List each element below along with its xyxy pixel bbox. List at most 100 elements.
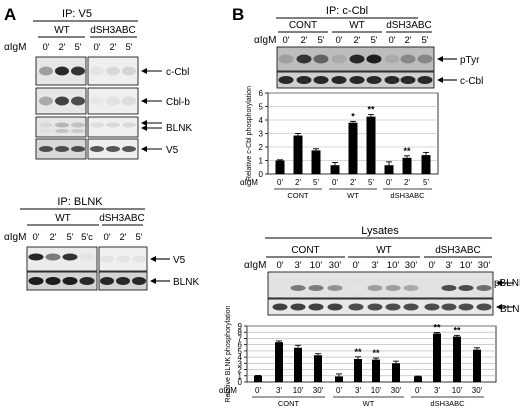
- chart-bar: [402, 157, 412, 174]
- blot-band: [385, 303, 401, 311]
- chart-bar: [294, 347, 302, 382]
- blot-band: [290, 285, 306, 291]
- blot-label: V5: [173, 255, 186, 266]
- x-tick-label: 10': [293, 386, 304, 395]
- lysates-time-label: 3': [294, 260, 301, 271]
- ip-v5-time-label: 0': [42, 42, 49, 53]
- lysates-groups: CONT WT dSH3ABC: [266, 245, 492, 258]
- chart-bar: [414, 376, 422, 382]
- x-tick-label: 5': [368, 178, 374, 187]
- ip-ccbl-blots: pTyr c-Cbl: [276, 46, 483, 89]
- y-axis-label: Relative c-Cbl phosphorylation: [246, 86, 253, 181]
- blot-band: [308, 285, 324, 291]
- y-tick-label: 5: [238, 347, 243, 356]
- ip-blnk-time-label: 5': [135, 232, 142, 243]
- blot-band: [417, 76, 433, 84]
- ip-ccbl-time-label: 5': [421, 35, 428, 46]
- blot-band: [331, 54, 347, 64]
- blot-band: [349, 54, 365, 64]
- blot-band: [90, 146, 104, 152]
- chart-bar: [330, 165, 340, 174]
- ip-blnk-group-wt: WT: [55, 213, 71, 224]
- blot-arrow-head: [496, 304, 502, 310]
- lysates-time-label: 30': [478, 260, 491, 271]
- blot-arrow-head: [437, 56, 443, 62]
- blot-band: [278, 54, 294, 64]
- ip-v5-time-label: 2': [109, 42, 116, 53]
- chart-bar: [275, 160, 285, 174]
- blot-band: [122, 96, 136, 106]
- chart-bar: [453, 336, 461, 382]
- chart-bar: [354, 358, 362, 382]
- ip-ccbl-group-label: dSH3ABC: [386, 20, 432, 31]
- ip-blnk-time-label: 2': [119, 232, 126, 243]
- ip-ccbl-group-label: CONT: [289, 20, 317, 31]
- chart-bar: [275, 342, 283, 382]
- ip-ccbl-row-label: αIgM: [254, 35, 276, 46]
- blot-band: [384, 76, 400, 84]
- significance-mark: **: [367, 105, 375, 115]
- x-group-label: CONT: [278, 399, 300, 408]
- lysates-time-label: 0': [428, 260, 435, 271]
- blot-band: [71, 146, 85, 152]
- ip-v5-time-label: 2': [58, 42, 65, 53]
- blot-band: [28, 277, 44, 285]
- x-tick-label: 2': [350, 178, 356, 187]
- blot-band: [272, 303, 288, 311]
- blot-band: [106, 122, 120, 128]
- chart-bar: [348, 122, 358, 174]
- blot-band: [39, 96, 53, 106]
- y-tick-label: 6: [238, 341, 243, 350]
- blot-band: [100, 277, 114, 285]
- ip-ccbl-title: IP: c-Cbl: [326, 5, 368, 17]
- x-tick-label: 30': [391, 386, 402, 395]
- blot-band: [55, 122, 69, 128]
- blot-band: [424, 285, 440, 291]
- ip-v5-group-mut: dSH3ABC: [90, 25, 136, 36]
- lysates-title: Lysates: [361, 225, 399, 237]
- x-tick-label: 0': [277, 178, 283, 187]
- x-group-label: WT: [363, 399, 375, 408]
- blot-band: [116, 277, 130, 285]
- blot-band: [39, 122, 53, 128]
- panel-b-letter: B: [232, 5, 244, 24]
- panel-a-letter: A: [4, 5, 16, 24]
- ip-v5-blots: c-Cbl Cbl-b BLNK V5: [35, 56, 192, 160]
- blot-band: [116, 255, 130, 263]
- blot-band: [441, 303, 457, 311]
- y-tick-label: 8: [238, 328, 243, 337]
- significance-mark: *: [351, 111, 355, 121]
- x-row-label: αIgM: [240, 178, 258, 187]
- x-tick-label: 30': [313, 386, 324, 395]
- blot-band: [290, 303, 306, 311]
- x-tick-label: 2': [295, 178, 301, 187]
- blot-band: [313, 54, 329, 64]
- blot-band: [132, 277, 146, 285]
- x-tick-label: 0': [415, 386, 421, 395]
- blot-band: [100, 255, 114, 263]
- blot-band: [349, 76, 365, 84]
- x-tick-label: 0': [332, 178, 338, 187]
- blot-band: [122, 66, 136, 76]
- x-tick-label: 3': [355, 386, 361, 395]
- blot-band: [403, 303, 419, 311]
- x-tick-label: 30': [472, 386, 483, 395]
- lysates-time-label: 3': [371, 260, 378, 271]
- y-tick-label: 2: [238, 366, 243, 375]
- significance-mark: **: [433, 323, 441, 333]
- y-tick-label: 6: [259, 89, 264, 98]
- blot-band: [384, 54, 400, 64]
- ip-v5-time-label: 5': [125, 42, 132, 53]
- blot-band: [476, 303, 492, 311]
- blot-label: Cbl-b: [166, 97, 190, 108]
- blot-band: [122, 146, 136, 152]
- y-tick-label: 4: [259, 116, 264, 125]
- ip-blnk-title: IP: BLNK: [57, 196, 103, 208]
- blot-band: [71, 129, 85, 133]
- blot-band: [458, 303, 474, 311]
- lysates-row-label: αIgM: [244, 260, 266, 271]
- ip-v5-row-label: αIgM: [4, 42, 26, 53]
- lysates-time-label: 0': [276, 260, 283, 271]
- x-tick-label: 3': [276, 386, 282, 395]
- ip-ccbl-time-label: 0': [282, 35, 289, 46]
